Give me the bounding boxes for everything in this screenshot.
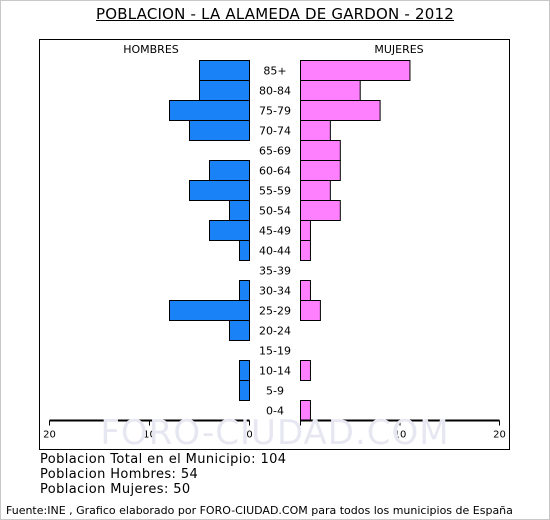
men-bar <box>169 300 250 321</box>
x-tick-label: 0 <box>246 430 252 441</box>
women-bar <box>300 120 331 141</box>
women-bar <box>300 180 331 201</box>
women-bar <box>300 60 411 81</box>
women-bar <box>300 280 311 301</box>
x-tick-label: 20 <box>493 430 506 441</box>
source-note: Fuente:INE , Grafico elaborado por FORO-… <box>6 504 513 517</box>
men-bar <box>169 100 250 121</box>
men-bar <box>189 120 250 141</box>
men-bar <box>189 180 250 201</box>
women-bar <box>300 200 341 221</box>
age-group-label: 85+ <box>263 65 286 78</box>
age-group-label: 50-54 <box>259 205 291 218</box>
men-bar <box>239 380 250 401</box>
age-group-label: 80-84 <box>259 85 291 98</box>
women-bar <box>300 140 341 161</box>
pyramid-chart: HOMBRES MUJERES 85+ 80-84 75-79 70-74 65-69 6… <box>43 43 506 441</box>
age-group-label: 35-39 <box>259 265 291 278</box>
women-header: MUJERES <box>374 43 423 56</box>
age-group-label: 40-44 <box>259 245 291 258</box>
men-bar <box>209 220 250 241</box>
x-tick-label: 20 <box>43 430 56 441</box>
chart-title: POBLACION - LA ALAMEDA DE GARDON - 2012 <box>95 5 454 23</box>
age-group-label: 70-74 <box>259 125 291 138</box>
age-group-label: 15-19 <box>259 345 291 358</box>
men-bar <box>209 160 250 181</box>
women-bar <box>300 80 361 101</box>
men-header: HOMBRES <box>123 43 179 56</box>
age-group-label: 10-14 <box>259 365 291 378</box>
age-group-label: 0-4 <box>266 405 284 418</box>
age-group-label: 75-79 <box>259 105 291 118</box>
men-bar <box>239 280 250 301</box>
women-bar <box>300 240 311 261</box>
chart-area: HOMBRES MUJERES 85+ 80-84 75-79 70-74 65-69 6… <box>39 39 510 450</box>
x-tick-label: 10 <box>394 430 407 441</box>
age-group-label: 30-34 <box>259 285 291 298</box>
age-group-label: 60-64 <box>259 165 291 178</box>
age-group-label: 65-69 <box>259 145 291 158</box>
women-bar <box>300 220 311 241</box>
x-tick-label: 10 <box>143 430 156 441</box>
women-bar <box>300 100 381 121</box>
women-bar <box>300 160 341 181</box>
age-group-label: 25-29 <box>259 305 291 318</box>
women-bar <box>300 360 311 381</box>
stat-women: Poblacion Mujeres: 50 <box>40 482 191 497</box>
women-bar <box>300 300 321 321</box>
age-group-label: 45-49 <box>259 225 291 238</box>
age-group-label: 55-59 <box>259 185 291 198</box>
men-bar <box>229 200 250 221</box>
men-bar <box>229 320 250 341</box>
stat-total: Poblacion Total en el Municipio: 104 <box>40 452 287 467</box>
men-bar <box>199 80 250 101</box>
age-group-label: 20-24 <box>259 325 291 338</box>
men-bar <box>239 240 250 261</box>
women-bar <box>300 400 311 421</box>
men-bar <box>239 360 250 381</box>
age-group-label: 5-9 <box>266 385 284 398</box>
men-bar <box>199 60 250 81</box>
stat-men: Poblacion Hombres: 54 <box>40 467 199 482</box>
